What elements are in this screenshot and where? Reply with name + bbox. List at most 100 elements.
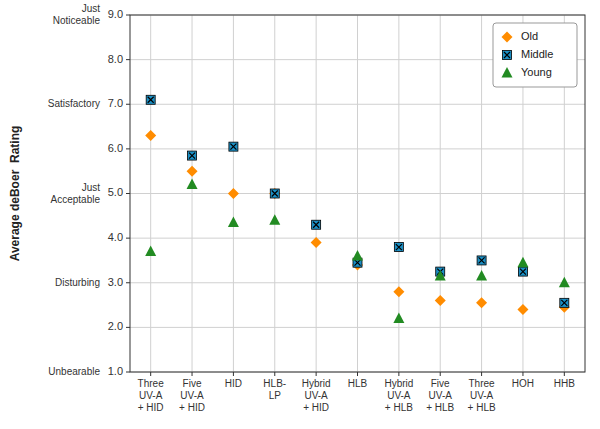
y-tick	[126, 327, 130, 328]
x-shape	[272, 191, 278, 197]
triangle-shape	[435, 270, 446, 281]
point	[228, 188, 239, 199]
x-tick-label-line: HLB	[348, 378, 368, 389]
y-tick-label: 8.0	[108, 53, 123, 65]
x-tick-label: HybridUV-A+ HID	[302, 378, 331, 413]
x-tick	[481, 372, 482, 376]
legend-marker	[502, 67, 513, 78]
point	[311, 237, 322, 248]
x-tick-label-line: Three	[469, 378, 496, 389]
legend-box	[493, 23, 577, 87]
square-shape	[477, 256, 486, 265]
point	[435, 295, 446, 306]
x-tick-label-line: UV-A	[180, 390, 204, 401]
x-tick	[150, 372, 151, 376]
triangle-shape	[502, 67, 513, 78]
x-grid-line	[150, 15, 151, 372]
x-grid-line	[316, 15, 317, 372]
x-tick	[274, 372, 275, 376]
x-tick	[398, 372, 399, 376]
y-tick	[126, 59, 130, 60]
x-tick-label-line: UV-A	[304, 390, 328, 401]
point	[476, 297, 487, 308]
point	[269, 188, 280, 199]
x-tick	[564, 372, 565, 376]
series	[145, 130, 570, 315]
y-tick	[126, 193, 130, 194]
legend-label: Middle	[521, 48, 553, 60]
legend: OldMiddleYoung	[493, 23, 577, 87]
diamond-shape	[435, 295, 446, 306]
y-tick-label: 4.0	[108, 231, 123, 243]
point	[393, 312, 404, 323]
y-axis: 1.02.03.04.05.06.07.08.09.0	[108, 8, 130, 377]
triangle-shape	[269, 214, 280, 225]
x-tick-label-line: HHB	[554, 378, 575, 389]
x-tick-label-line: Hybrid	[384, 378, 413, 389]
triangle-shape	[517, 257, 528, 268]
x-tick-label-line: + HLB	[426, 402, 454, 413]
annotation-line: Satisfactory	[48, 98, 100, 109]
chart: 1.02.03.04.05.06.07.08.09.0ThreeUV-A+ HI…	[0, 0, 600, 429]
x-tick-label: HID	[225, 378, 242, 389]
annotation: JustAcceptable	[51, 181, 101, 204]
diamond-shape	[476, 297, 487, 308]
marks	[145, 95, 570, 323]
x-tick-label-line: + HLB	[385, 402, 413, 413]
y-tick-label: 9.0	[108, 8, 123, 20]
annotation-line: Just	[82, 3, 101, 14]
series	[146, 95, 569, 307]
y-tick-label: 7.0	[108, 97, 123, 109]
legend-marker	[502, 32, 513, 43]
y-tick-label: 2.0	[108, 320, 123, 332]
x-tick-label-line: UV-A	[139, 390, 163, 401]
point	[187, 179, 198, 190]
point	[518, 267, 527, 276]
x-tick-label: ThreeUV-A+ HID	[138, 378, 165, 413]
x-tick-label-line: HID	[225, 378, 242, 389]
x-tick-label-line: UV-A	[470, 390, 494, 401]
x-grid-line	[481, 15, 482, 372]
square-shape	[270, 189, 279, 198]
x-tick-label: HLB-LP	[263, 378, 286, 401]
y-tick-label: 6.0	[108, 142, 123, 154]
annotation-line: Unbearable	[48, 366, 100, 377]
diamond-shape	[187, 166, 198, 177]
square-shape	[188, 151, 197, 160]
square-shape	[394, 243, 403, 252]
x-tick	[440, 372, 441, 376]
y-tick	[126, 282, 130, 283]
point	[560, 298, 569, 307]
annotation-line: Just	[82, 181, 101, 192]
point	[229, 142, 238, 151]
x-tick-label-line: HOH	[512, 378, 534, 389]
y-tick	[126, 238, 130, 239]
point	[145, 246, 156, 257]
annotation-line: Noticeable	[53, 15, 101, 26]
plot-frame	[130, 15, 585, 372]
diamond-shape	[393, 286, 404, 297]
y-axis-label: Average deBoer Rating	[8, 126, 22, 262]
diamond-shape	[269, 188, 280, 199]
x-shape	[313, 222, 319, 228]
point	[435, 270, 446, 281]
diamond-shape	[517, 304, 528, 315]
triangle-shape	[187, 179, 198, 190]
x-grid-line	[357, 15, 358, 372]
annotation: Unbearable	[48, 366, 100, 377]
point	[394, 243, 403, 252]
x-tick-label-line: + HID	[303, 402, 329, 413]
x-tick	[192, 372, 193, 376]
x-tick	[316, 372, 317, 376]
point	[187, 166, 198, 177]
x-tick	[357, 372, 358, 376]
y-tick	[126, 148, 130, 149]
point	[188, 151, 197, 160]
annotation-line: Acceptable	[51, 193, 101, 204]
x-shape	[396, 244, 402, 250]
x-tick	[522, 372, 523, 376]
diamond-shape	[311, 237, 322, 248]
x-shape	[561, 300, 567, 306]
x-tick-label: FiveUV-A+ HLB	[426, 378, 454, 413]
legend-marker	[503, 51, 512, 60]
